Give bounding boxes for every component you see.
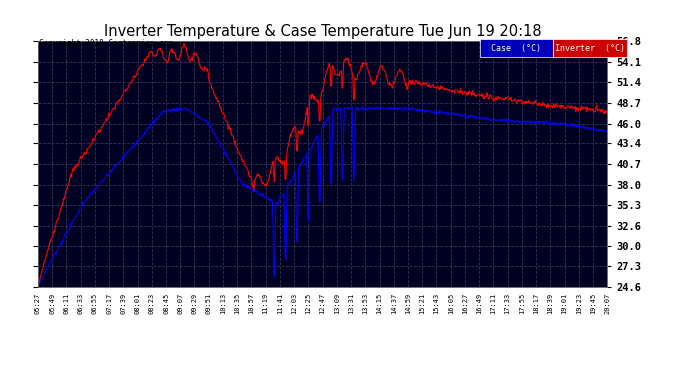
Title: Inverter Temperature & Case Temperature Tue Jun 19 20:18: Inverter Temperature & Case Temperature … [104, 24, 542, 39]
Text: Inverter  (°C): Inverter (°C) [555, 44, 625, 53]
Text: Case  (°C): Case (°C) [491, 44, 542, 53]
Text: Copyright 2018 Cartronics.com: Copyright 2018 Cartronics.com [39, 39, 172, 48]
